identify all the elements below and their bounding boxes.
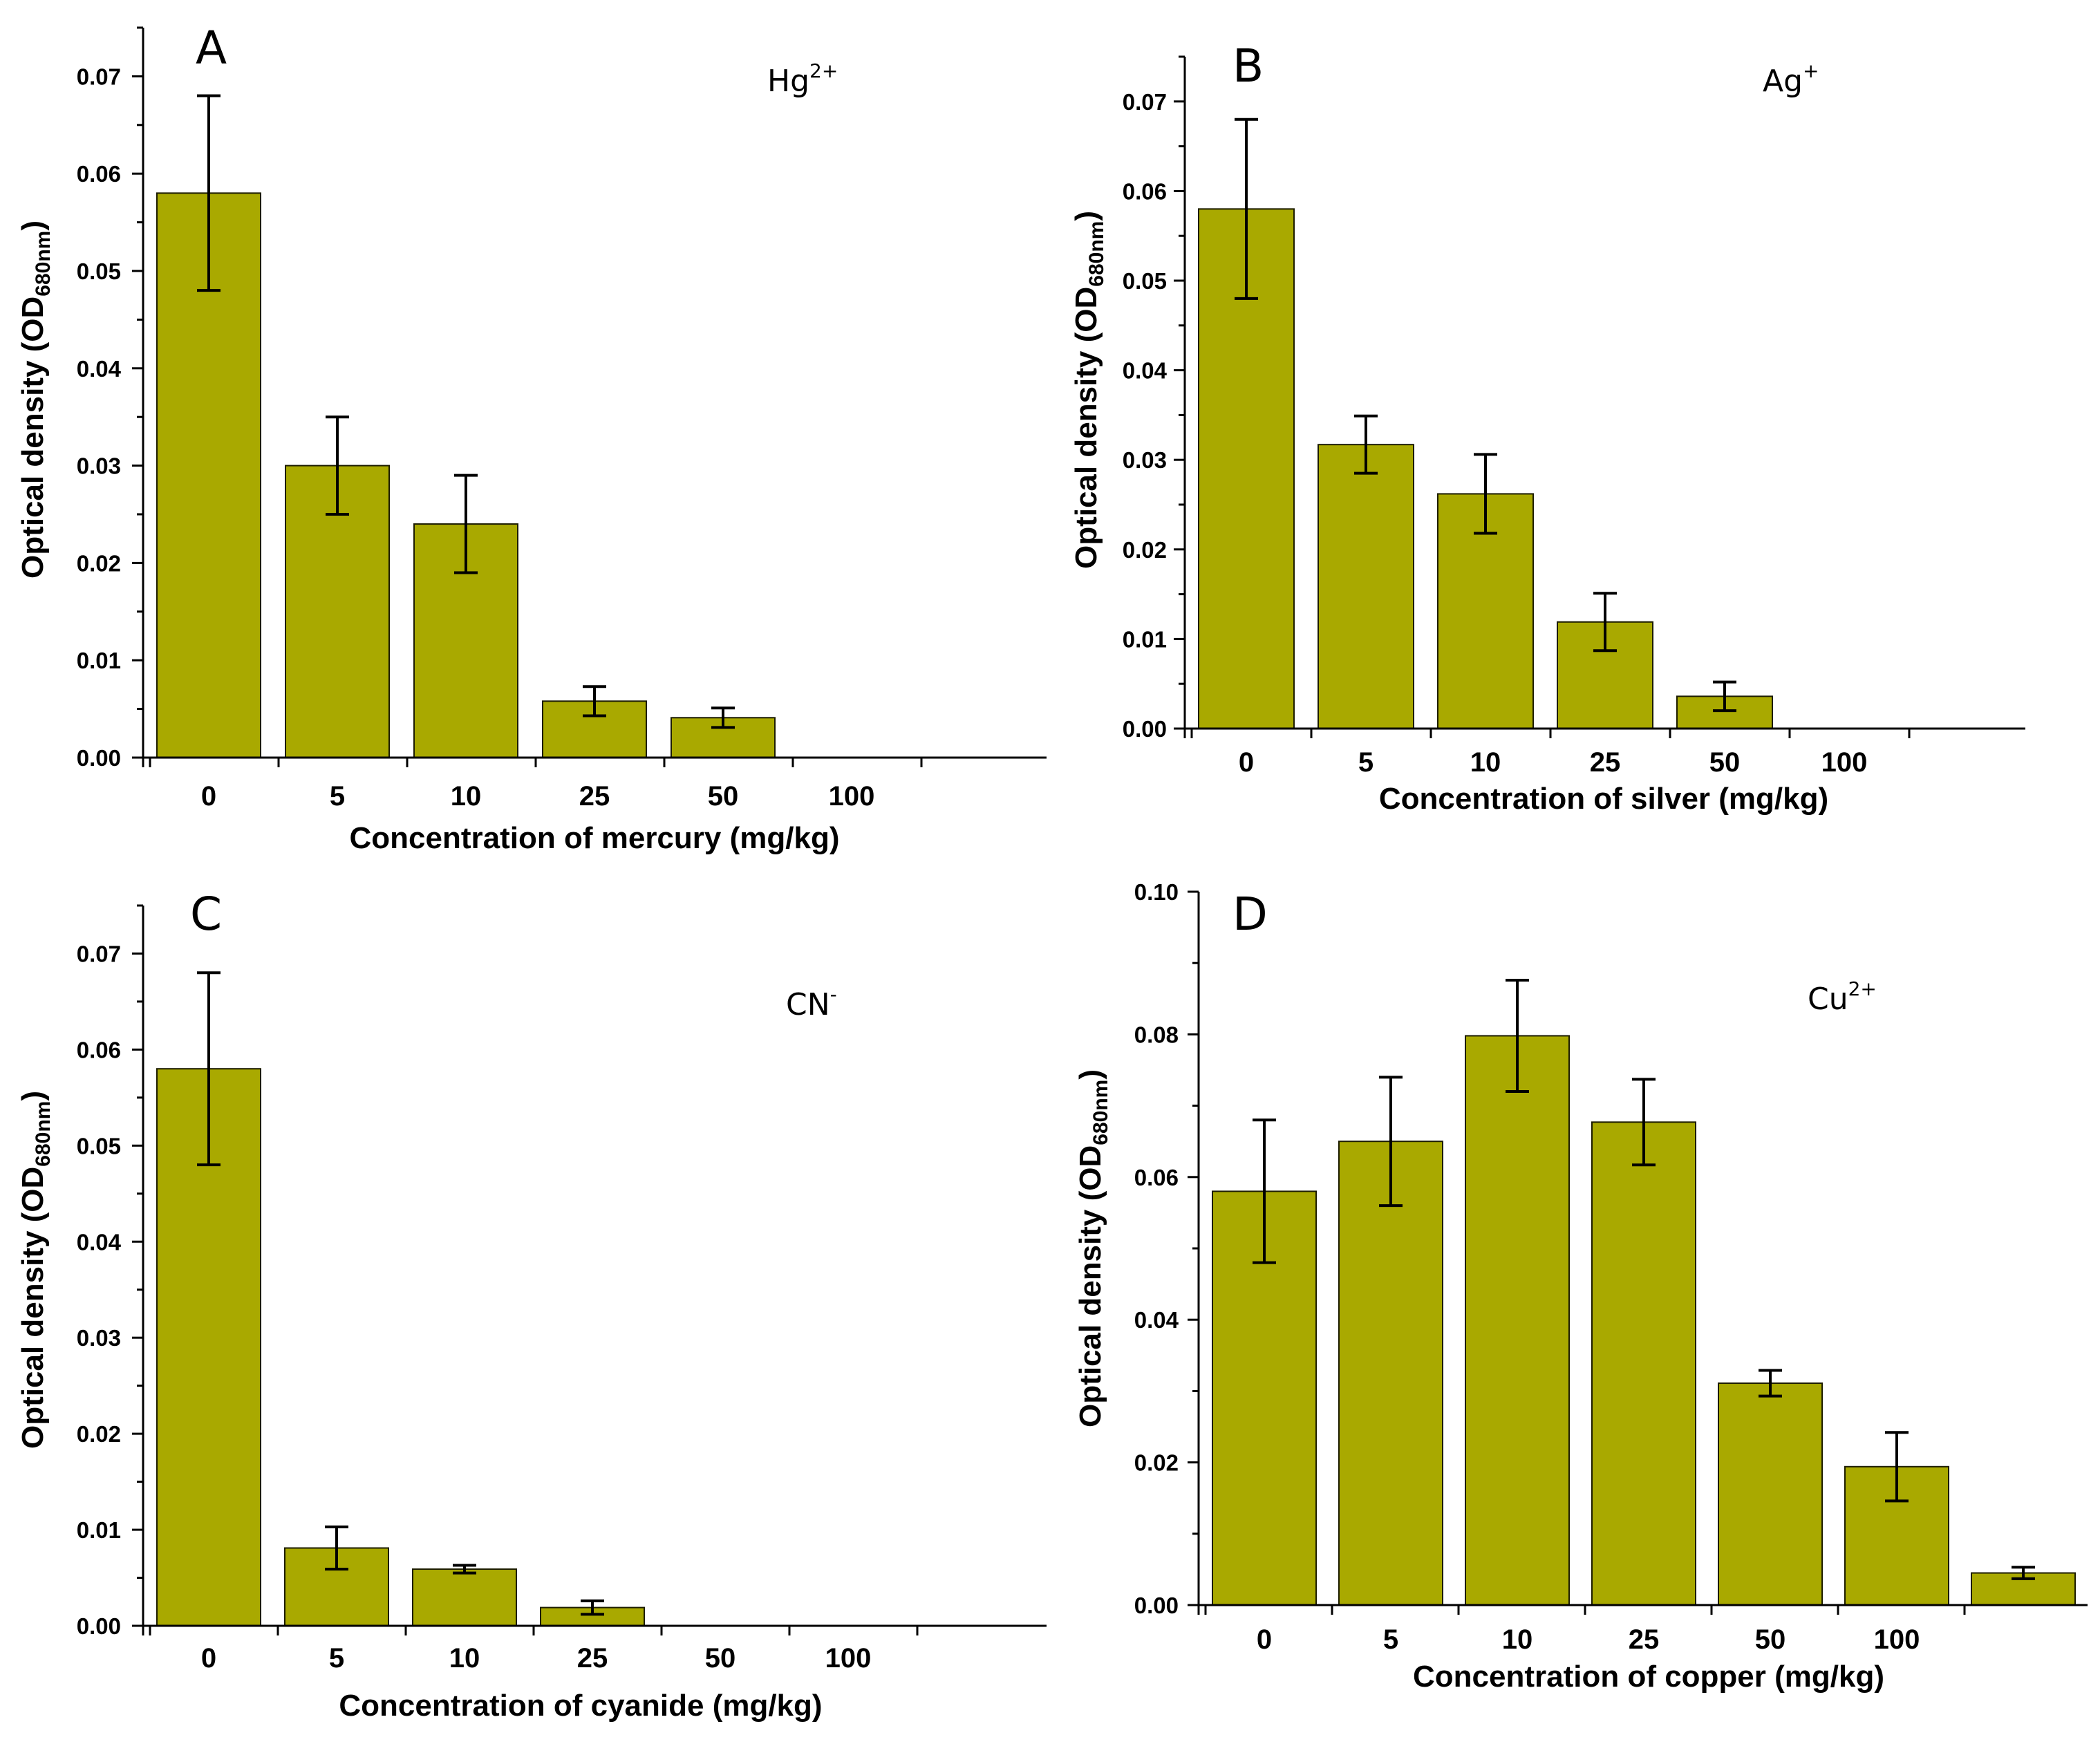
x-tick-label: 25 [1629, 1624, 1660, 1655]
y-tick-label: 0.06 [1134, 1165, 1179, 1190]
y-tick-label: 0.04 [1134, 1307, 1179, 1333]
y-tick-label: 0.05 [77, 1133, 121, 1159]
x-axis-label: Concentration of silver (mg/kg) [1379, 782, 1828, 816]
y-axis-label: Optical density (OD680nm) [16, 1091, 55, 1449]
x-tick-label: 0 [1239, 747, 1254, 778]
x-tick-label: 50 [705, 1643, 736, 1673]
x-tick-label: 50 [1709, 747, 1741, 778]
bar [1338, 1141, 1443, 1606]
bar [542, 700, 647, 758]
bar [1318, 444, 1414, 730]
x-tick-label: 10 [1502, 1624, 1533, 1655]
y-tick-label: 0.04 [77, 356, 122, 382]
x-tick-label: 0 [1257, 1624, 1272, 1655]
y-tick-label: 0.01 [1123, 626, 1167, 652]
y-tick-label: 0.01 [77, 648, 121, 673]
panel-letter: D [1232, 888, 1268, 941]
x-axis-label: Concentration of mercury (mg/kg) [350, 821, 840, 855]
y-tick-label: 0.00 [1123, 716, 1167, 742]
y-tick-label: 0.04 [1123, 358, 1168, 384]
x-tick-label: 25 [579, 781, 610, 812]
x-tick-label: 5 [329, 1643, 344, 1673]
y-tick-label: 0.01 [77, 1517, 121, 1543]
y-tick-label: 0.02 [77, 1421, 121, 1447]
x-tick-label: 10 [1470, 747, 1501, 778]
panel-c: 0.00 0.01 0.02 0.03 0.04 0.05 0.06 0.07 0 5 10 25 50… [16, 888, 1047, 1723]
x-tick-label: 0 [201, 1643, 216, 1673]
y-tick-label: 0.00 [1134, 1593, 1179, 1618]
y-axis-label: Optical density (OD680nm) [16, 221, 55, 579]
x-tick-label: 50 [708, 781, 739, 812]
y-tick-label: 0.07 [77, 941, 121, 966]
x-axis-label: Concentration of copper (mg/kg) [1413, 1660, 1884, 1694]
panel-a: 0.00 0.01 0.02 0.03 0.04 0.05 0.06 0.07 0 5 10 25 50… [16, 21, 1047, 855]
x-tick-label: 25 [577, 1643, 608, 1673]
y-axis-label: Optical density (OD680nm) [1069, 211, 1108, 569]
y-tick-label: 0.07 [77, 64, 121, 89]
y-tick-label: 0.02 [1134, 1450, 1179, 1476]
y-tick-label: 0.03 [77, 453, 121, 479]
x-tick-label: 100 [1874, 1624, 1920, 1655]
x-tick-label: 5 [330, 781, 345, 812]
panel-b: 0.00 0.01 0.02 0.03 0.04 0.05 0.06 0.07 0 5 10 25 50… [1069, 39, 2025, 816]
y-tick-label: 0.10 [1134, 879, 1179, 905]
ion-label: Ag+ [1763, 59, 1819, 99]
ion-label: Hg2+ [767, 59, 838, 99]
ion-label: Cu2+ [1808, 977, 1877, 1017]
y-tick-label: 0.03 [1123, 447, 1167, 473]
bar [412, 1568, 517, 1626]
x-tick-label: 50 [1755, 1624, 1786, 1655]
bar [1591, 1121, 1696, 1606]
y-tick-label: 0.03 [77, 1325, 121, 1351]
y-tick-label: 0.05 [77, 259, 121, 284]
bar [1676, 695, 1773, 729]
y-tick-label: 0.04 [77, 1229, 122, 1255]
x-tick-label: 100 [825, 1643, 872, 1673]
y-tick-label: 0.06 [1123, 178, 1167, 204]
x-tick-label: 0 [201, 781, 216, 812]
y-tick-label: 0.06 [77, 161, 121, 187]
bar [1465, 1035, 1570, 1606]
bar [1718, 1382, 1823, 1606]
y-tick-label: 0.02 [1123, 537, 1167, 563]
y-axis-label: Optical density (OD680nm) [1074, 1069, 1112, 1427]
y-tick-label: 0.07 [1123, 89, 1167, 115]
panel-letter: A [196, 21, 227, 75]
x-tick-label: 5 [1358, 747, 1374, 778]
y-tick-label: 0.02 [77, 550, 121, 576]
x-axis-label: Concentration of cyanide (mg/kg) [339, 1689, 822, 1723]
x-tick-label: 100 [829, 781, 875, 812]
x-tick-label: 100 [1821, 747, 1868, 778]
panel-letter: C [190, 888, 222, 941]
x-tick-label: 25 [1590, 747, 1621, 778]
x-tick-label: 5 [1383, 1624, 1398, 1655]
panel-d: 0.00 0.02 0.04 0.06 0.08 0.10 0 5 10 25 50 100 Conce… [1074, 879, 2088, 1694]
x-tick-label: 10 [451, 781, 482, 812]
panel-letter: B [1232, 39, 1264, 93]
y-tick-label: 0.00 [77, 745, 121, 771]
ion-label: CN- [786, 983, 837, 1022]
y-tick-label: 0.06 [77, 1037, 121, 1062]
y-tick-label: 0.08 [1134, 1022, 1179, 1047]
y-tick-label: 0.05 [1123, 268, 1167, 294]
y-tick-label: 0.00 [77, 1613, 121, 1639]
x-tick-label: 10 [449, 1643, 480, 1673]
